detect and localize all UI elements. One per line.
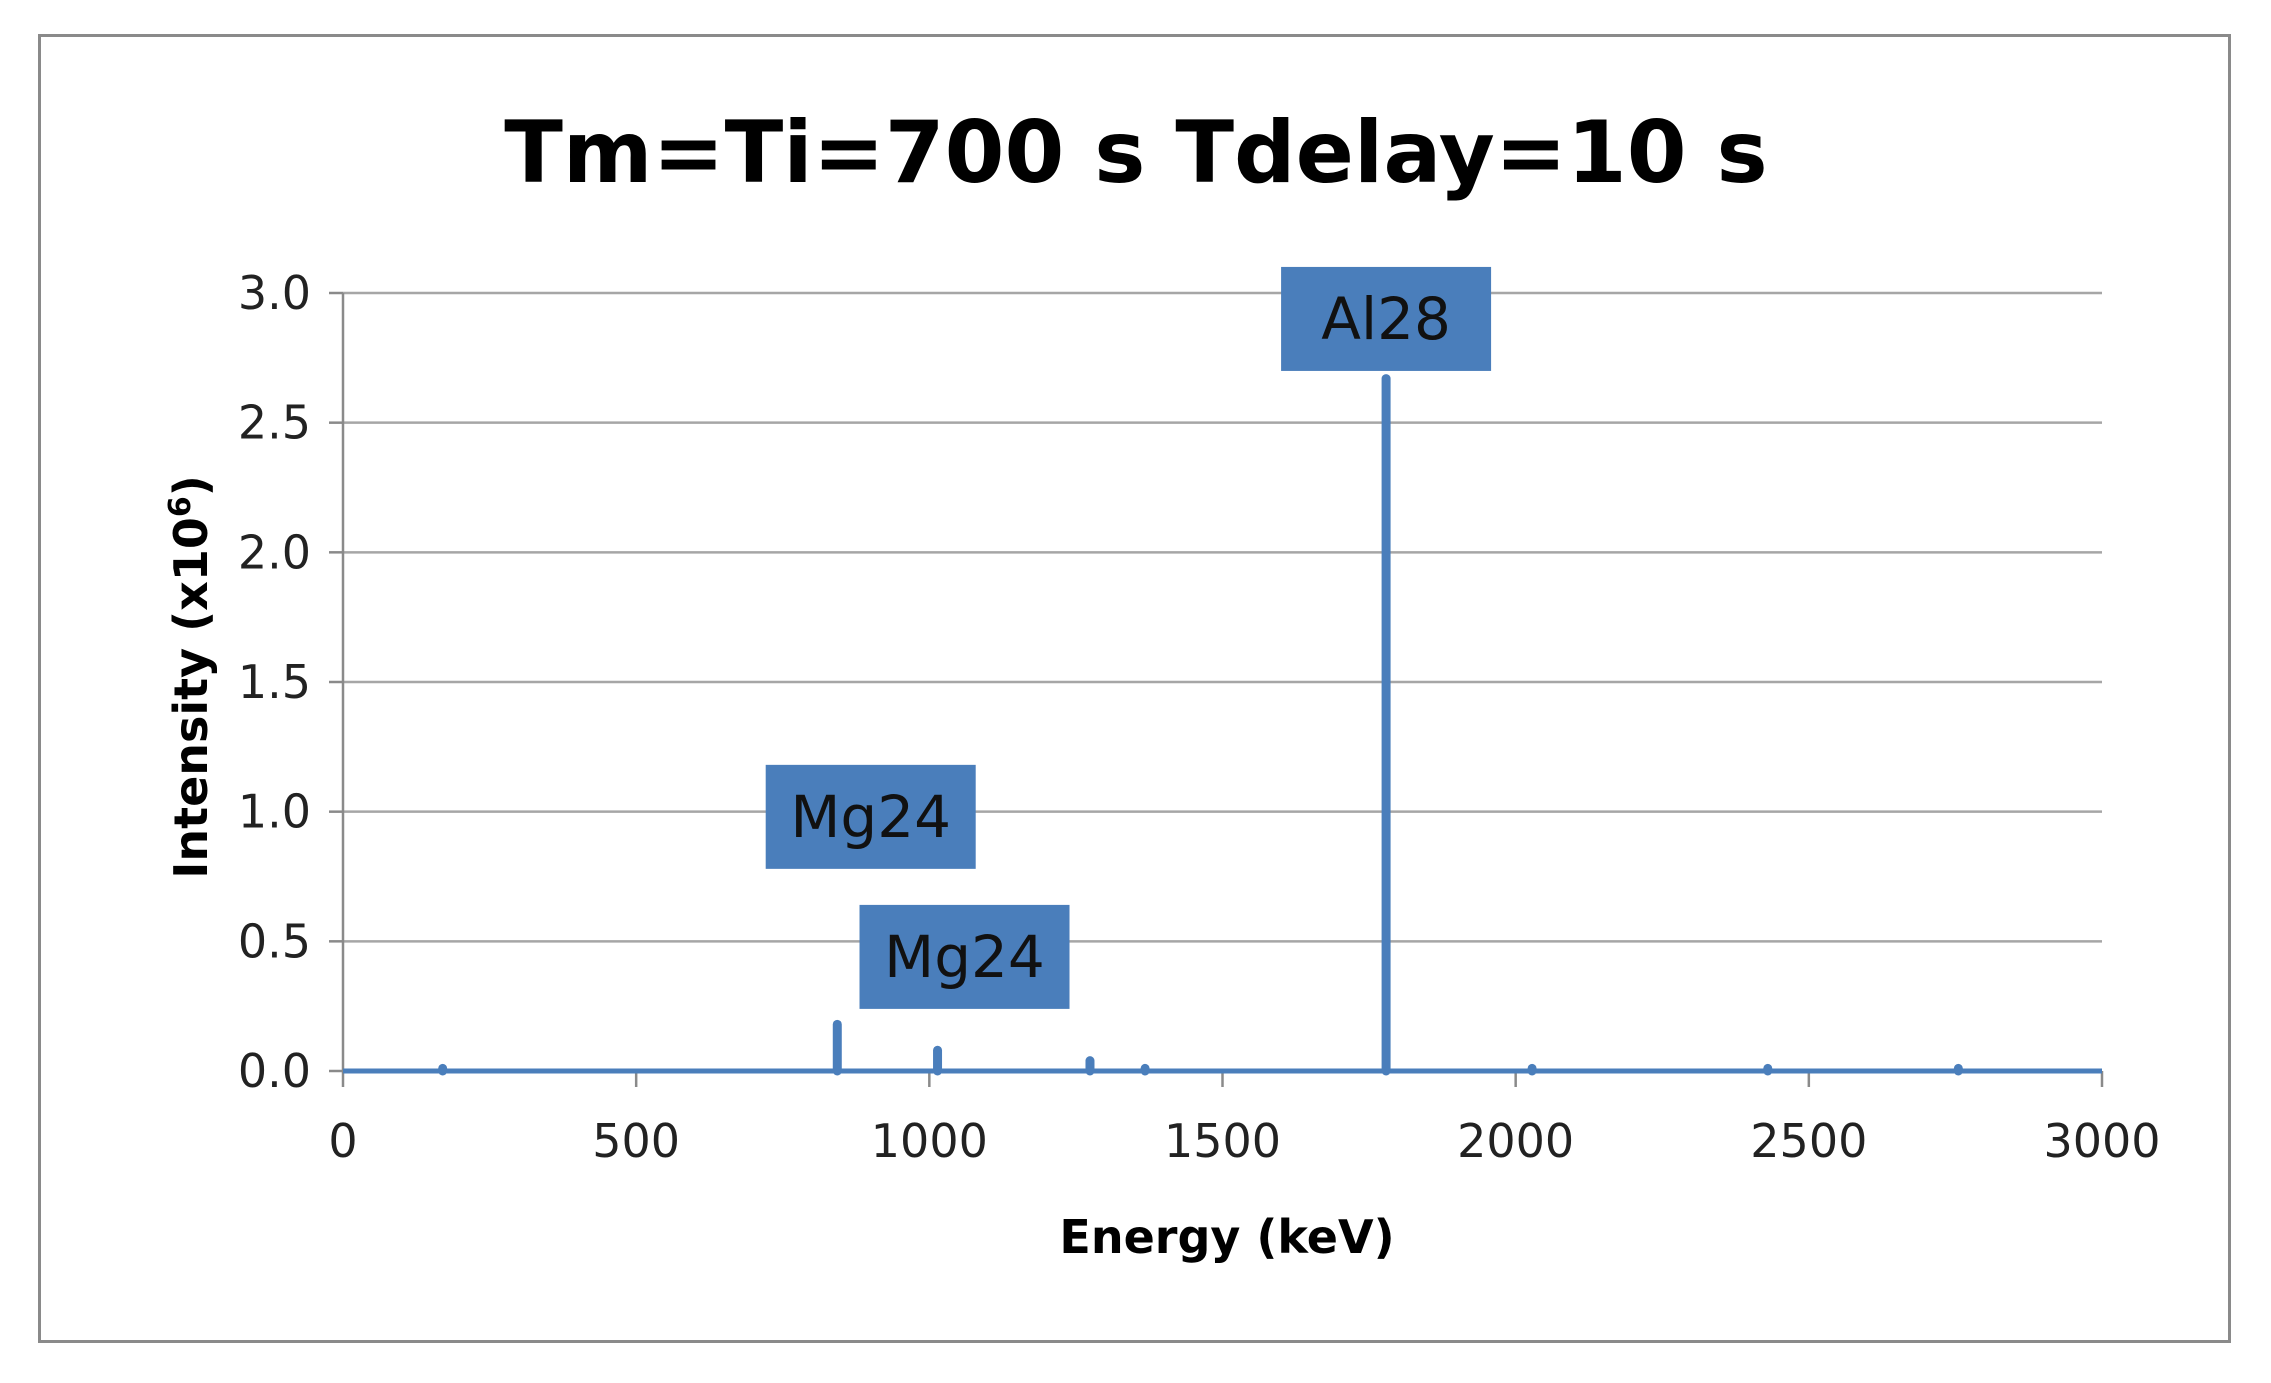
annotation-box-2: [859, 904, 1070, 1009]
y-tick-labels: 0.0 0.5 1.0 1.5 2.0 2.5 3.0: [238, 266, 311, 1098]
y-axis-label-main: Intensity (x10: [164, 517, 218, 879]
y-tick-label-2: 1.0: [238, 785, 311, 839]
x-tick-label-2: 1000: [871, 1114, 988, 1168]
chart-svg: Tm=Ti=700 s Tdelay=10 s 0 500 1000 1500 2000…: [163, 103, 2161, 1264]
y-tick-label-5: 2.5: [238, 396, 311, 450]
x-tick-label-4: 2000: [1457, 1114, 1574, 1168]
annotation-label-0: Al28: [1321, 285, 1451, 353]
x-tick-label-1: 500: [592, 1114, 680, 1168]
y-axis-label-close: ): [164, 475, 218, 496]
x-axis-label: Energy (keV): [1059, 1210, 1394, 1264]
y-axis-label: Intensity (x106): [163, 475, 219, 879]
annotation-label-2: Mg24: [884, 923, 1045, 991]
x-tick-label-3: 1500: [1164, 1114, 1281, 1168]
y-tick-label-1: 0.5: [238, 914, 311, 968]
y-tick-label-6: 3.0: [238, 266, 311, 320]
x-tick-label-6: 3000: [2043, 1114, 2160, 1168]
chart-title: Tm=Ti=700 s Tdelay=10 s: [504, 103, 1767, 203]
y-tick-label-3: 1.5: [238, 655, 311, 709]
x-tick-labels: 0 500 1000 1500 2000 2500 3000: [328, 1114, 2160, 1168]
y-tick-label-0: 0.0: [238, 1044, 311, 1098]
peak-annotations: Al28 Mg24 Mg24: [765, 266, 1492, 1009]
chart-frame: Tm=Ti=700 s Tdelay=10 s 0 500 1000 1500 2000…: [38, 34, 2231, 1343]
y-tick-label-4: 2.0: [238, 525, 311, 579]
axes: [329, 291, 2104, 1087]
annotation-box-1: [765, 764, 976, 869]
y-axis-label-sup: 6: [163, 496, 198, 517]
annotation-box-0: [1281, 266, 1492, 371]
spectrum-series: [343, 374, 2102, 1076]
annotation-label-1: Mg24: [790, 783, 951, 851]
grid-lines: [343, 291, 2102, 943]
x-tick-label-5: 2500: [1750, 1114, 1867, 1168]
x-tick-label-0: 0: [328, 1114, 357, 1168]
